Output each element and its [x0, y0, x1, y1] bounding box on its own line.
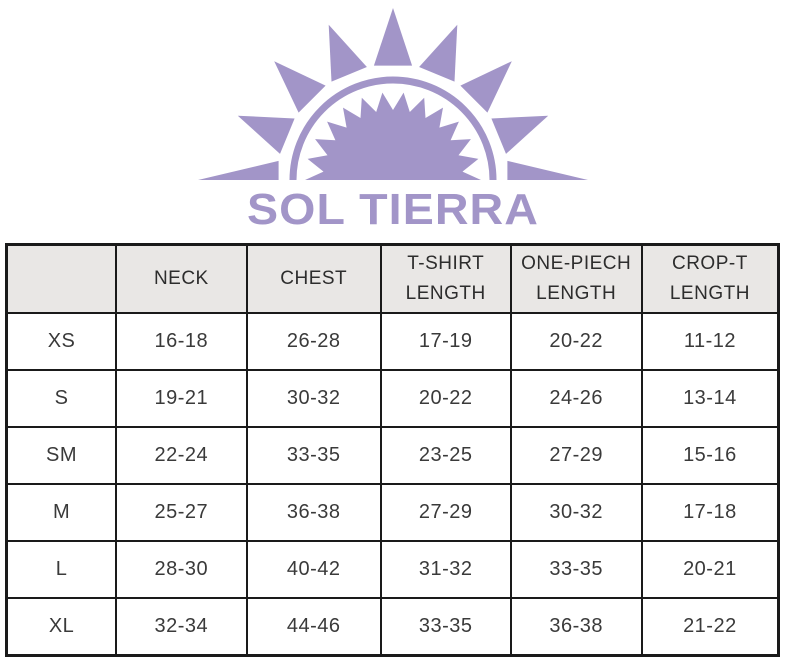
header-label: CROP-T	[671, 253, 748, 274]
header-neck: NECK	[115, 243, 248, 314]
header-label: LENGTH	[405, 283, 486, 304]
cell-one-piece-length: 24-26	[509, 369, 643, 428]
cell-crop-t-length: 13-14	[640, 369, 780, 428]
cell-tshirt-length: 33-35	[379, 597, 512, 657]
size-label-cell: M	[5, 483, 118, 542]
cell-chest: 36-38	[245, 483, 382, 542]
header-label: ONE-PIECH	[521, 253, 632, 274]
header-label: LENGTH	[669, 283, 750, 304]
sun-rays	[197, 8, 588, 180]
size-label-cell: S	[5, 369, 118, 428]
cell-chest: 33-35	[245, 426, 382, 485]
size-label-cell: XS	[5, 312, 118, 371]
cell-tshirt-length: 17-19	[379, 312, 512, 371]
header-label: NECK	[153, 268, 209, 289]
header-one-piece-length: ONE-PIECH LENGTH	[509, 243, 643, 314]
cell-neck: 28-30	[115, 540, 248, 599]
cell-one-piece-length: 30-32	[509, 483, 643, 542]
table-row: M 25-27 36-38 27-29 30-32 17-18	[5, 483, 780, 542]
sun-ray	[273, 61, 326, 113]
cell-chest: 26-28	[245, 312, 382, 371]
cell-one-piece-length: 33-35	[509, 540, 643, 599]
table-row: XS 16-18 26-28 17-19 20-22 11-12	[5, 312, 780, 371]
cell-one-piece-length: 36-38	[509, 597, 643, 657]
cell-neck: 22-24	[115, 426, 248, 485]
cell-crop-t-length: 17-18	[640, 483, 780, 542]
sun-dome-serrated	[304, 92, 481, 180]
table-row: L 28-30 40-42 31-32 33-35 20-21	[5, 540, 780, 599]
sun-ray	[373, 8, 412, 66]
header-corner-cell	[5, 243, 118, 314]
table-row: SM 22-24 33-35 23-25 27-29 15-16	[5, 426, 780, 485]
sun-ray	[506, 160, 588, 180]
cell-neck: 25-27	[115, 483, 248, 542]
cell-crop-t-length: 20-21	[640, 540, 780, 599]
cell-neck: 16-18	[115, 312, 248, 371]
cell-tshirt-length: 23-25	[379, 426, 512, 485]
cell-crop-t-length: 11-12	[640, 312, 780, 371]
header-tshirt-length: T-SHIRT LENGTH	[379, 243, 512, 314]
header-chest: CHEST	[245, 243, 382, 314]
size-label-cell: XL	[5, 597, 118, 657]
table-row: S 19-21 30-32 20-22 24-26 13-14	[5, 369, 780, 428]
brand-logo: SOL TIERRA	[0, 0, 785, 232]
cell-chest: 40-42	[245, 540, 382, 599]
sun-ray	[197, 160, 279, 180]
header-crop-t-length: CROP-T LENGTH	[640, 243, 780, 314]
cell-one-piece-length: 20-22	[509, 312, 643, 371]
sun-ray	[459, 61, 512, 113]
sun-ray	[490, 115, 548, 154]
header-label: LENGTH	[536, 283, 617, 304]
sun-ray	[328, 24, 367, 82]
header-row: NECK CHEST T-SHIRT LENGTH ONE-PIECH LENGTH…	[5, 243, 780, 314]
table-row: XL 32-34 44-46 33-35 36-38 21-22	[5, 597, 780, 657]
header-label: T-SHIRT	[407, 253, 485, 274]
cell-tshirt-length: 31-32	[379, 540, 512, 599]
sun-dome-arc	[289, 76, 496, 181]
cell-chest: 30-32	[245, 369, 382, 428]
cell-one-piece-length: 27-29	[509, 426, 643, 485]
cell-neck: 19-21	[115, 369, 248, 428]
size-label-cell: L	[5, 540, 118, 599]
cell-crop-t-length: 21-22	[640, 597, 780, 657]
brand-wordmark: SOL TIERRA	[247, 185, 539, 232]
sun-horizon-icon: SOL TIERRA	[197, 8, 588, 232]
cell-tshirt-length: 20-22	[379, 369, 512, 428]
cell-neck: 32-34	[115, 597, 248, 657]
size-chart-table: NECK CHEST T-SHIRT LENGTH ONE-PIECH LENGTH…	[5, 243, 780, 657]
sun-ray	[237, 115, 295, 154]
header-label: CHEST	[280, 268, 348, 289]
sun-ray	[418, 24, 457, 82]
cell-chest: 44-46	[245, 597, 382, 657]
cell-tshirt-length: 27-29	[379, 483, 512, 542]
cell-crop-t-length: 15-16	[640, 426, 780, 485]
size-label-cell: SM	[5, 426, 118, 485]
